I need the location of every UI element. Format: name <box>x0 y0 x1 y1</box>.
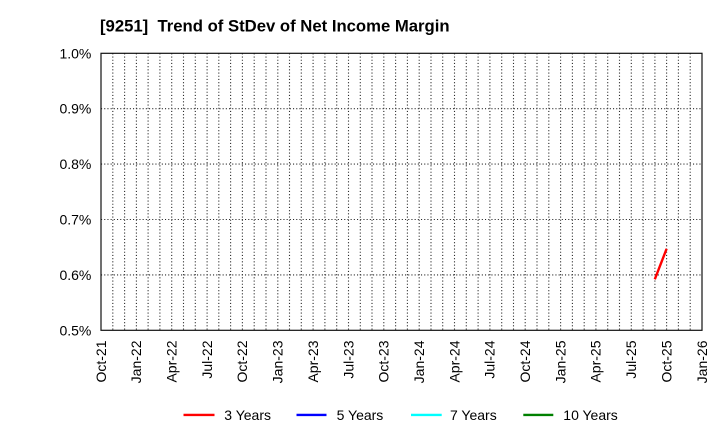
svg-text:Jan-23: Jan-23 <box>270 340 286 383</box>
svg-text:Jan-24: Jan-24 <box>411 340 427 383</box>
svg-text:Jul-25: Jul-25 <box>623 340 639 378</box>
svg-text:0.9%: 0.9% <box>59 101 91 117</box>
svg-text:Jul-23: Jul-23 <box>340 340 356 378</box>
svg-text:Oct-21: Oct-21 <box>93 340 109 382</box>
svg-text:10 Years: 10 Years <box>563 407 618 423</box>
svg-text:0.6%: 0.6% <box>59 267 91 283</box>
svg-text:[9251] Trend of StDev of Net: [9251] Trend of StDev of Net Income Marg… <box>100 16 450 35</box>
svg-text:Jul-24: Jul-24 <box>482 340 498 378</box>
svg-text:Apr-24: Apr-24 <box>446 340 462 382</box>
svg-text:Oct-23: Oct-23 <box>376 340 392 382</box>
svg-text:Oct-22: Oct-22 <box>234 340 250 382</box>
svg-text:0.8%: 0.8% <box>59 156 91 172</box>
svg-text:Jan-25: Jan-25 <box>552 340 568 383</box>
svg-text:Oct-24: Oct-24 <box>517 340 533 382</box>
svg-text:Jul-22: Jul-22 <box>199 340 215 378</box>
svg-text:1.0%: 1.0% <box>59 45 91 61</box>
svg-text:Oct-25: Oct-25 <box>658 340 674 382</box>
svg-text:7 Years: 7 Years <box>450 407 497 423</box>
svg-text:3 Years: 3 Years <box>224 407 271 423</box>
svg-text:Apr-25: Apr-25 <box>588 340 604 382</box>
svg-text:0.7%: 0.7% <box>59 212 91 228</box>
svg-text:Apr-23: Apr-23 <box>305 340 321 382</box>
svg-text:0.5%: 0.5% <box>59 322 91 338</box>
svg-text:Jan-26: Jan-26 <box>694 340 710 383</box>
svg-text:Jan-22: Jan-22 <box>128 340 144 383</box>
svg-text:Apr-22: Apr-22 <box>164 340 180 382</box>
svg-text:5 Years: 5 Years <box>337 407 384 423</box>
